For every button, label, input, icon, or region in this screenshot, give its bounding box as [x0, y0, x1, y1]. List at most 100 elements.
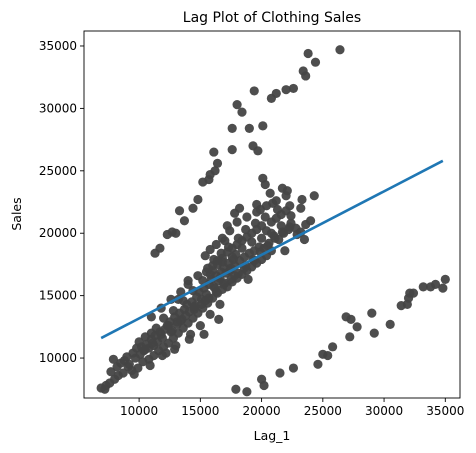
data-point [227, 123, 237, 133]
data-point [282, 186, 292, 196]
data-point [219, 279, 229, 290]
data-point [205, 309, 215, 319]
data-point [328, 342, 338, 352]
data-point [323, 350, 333, 361]
data-point [188, 203, 198, 213]
data-point [227, 144, 237, 155]
data-point [241, 224, 251, 235]
data-point [250, 218, 261, 228]
data-point [346, 314, 356, 324]
data-point [345, 332, 355, 342]
data-point [288, 363, 299, 373]
data-point [258, 173, 268, 183]
y-tick-label: 25000 [39, 164, 77, 178]
data-point [305, 216, 316, 226]
data-point [150, 248, 160, 258]
data-point [299, 234, 310, 245]
data-point [216, 248, 226, 258]
data-point [181, 311, 191, 321]
data-point [168, 306, 179, 316]
scatter-points [96, 45, 450, 397]
data-point [193, 194, 203, 205]
data-point [385, 319, 395, 329]
data-point [430, 279, 441, 290]
data-point [309, 191, 319, 201]
y-tick-label: 35000 [39, 39, 77, 53]
x-tick-label: 10000 [120, 404, 158, 418]
data-point [313, 359, 323, 369]
data-point [198, 177, 208, 187]
data-point [147, 338, 158, 348]
data-point [151, 323, 161, 333]
data-point [303, 48, 313, 59]
data-point [195, 320, 205, 331]
data-point [310, 57, 321, 67]
data-point [184, 334, 194, 344]
x-axis-label: Lag_1 [254, 428, 291, 443]
data-point [129, 369, 139, 379]
chart-title: Lag Plot of Clothing Sales [183, 10, 361, 26]
data-point [233, 268, 243, 278]
data-point [106, 367, 116, 377]
data-point [265, 188, 275, 198]
data-point [418, 282, 428, 292]
data-point [232, 217, 242, 227]
data-point [156, 329, 166, 339]
plot-frame [83, 30, 461, 399]
data-point [163, 320, 174, 331]
data-point [159, 313, 169, 323]
data-point [138, 357, 148, 367]
data-point [352, 322, 362, 332]
data-point [296, 203, 306, 213]
data-point [243, 274, 253, 285]
data-point [288, 83, 299, 94]
data-point [179, 216, 190, 226]
data-point [263, 241, 273, 251]
y-tick-label: 10000 [39, 351, 77, 365]
y-axis-label: Sales [9, 197, 24, 230]
data-point [367, 308, 377, 318]
data-point [189, 304, 199, 314]
data-point [405, 288, 415, 298]
data-point [212, 256, 223, 266]
data-point [258, 121, 268, 131]
data-point [209, 147, 219, 157]
data-point [277, 227, 288, 237]
x-tick-label: 35000 [426, 404, 464, 418]
data-point [118, 368, 128, 378]
data-point [285, 222, 295, 232]
data-point [256, 233, 267, 243]
data-point [193, 271, 203, 281]
y-tick-label: 20000 [39, 226, 77, 240]
data-point [275, 368, 285, 378]
data-point [249, 86, 259, 96]
data-point [140, 332, 150, 342]
data-point [170, 344, 180, 354]
data-point [247, 237, 257, 247]
data-point [145, 360, 155, 371]
data-point [222, 221, 232, 231]
data-point [215, 299, 225, 309]
data-point [134, 337, 144, 347]
y-tick-label: 30000 [39, 101, 77, 115]
data-point [214, 314, 224, 324]
data-point [204, 293, 214, 303]
regression-line [100, 159, 444, 340]
data-point [256, 374, 267, 384]
data-point [123, 362, 133, 372]
data-point [108, 354, 118, 364]
data-point [226, 274, 236, 285]
data-point [270, 233, 280, 243]
x-tick-label: 30000 [365, 404, 403, 418]
data-point [440, 274, 450, 285]
data-point [200, 251, 210, 261]
data-point [212, 158, 223, 168]
data-point [281, 85, 291, 95]
data-point [244, 123, 254, 133]
data-point [199, 329, 209, 339]
data-point [223, 242, 234, 252]
data-point [230, 208, 240, 218]
data-point [237, 243, 247, 253]
data-point [242, 212, 252, 222]
